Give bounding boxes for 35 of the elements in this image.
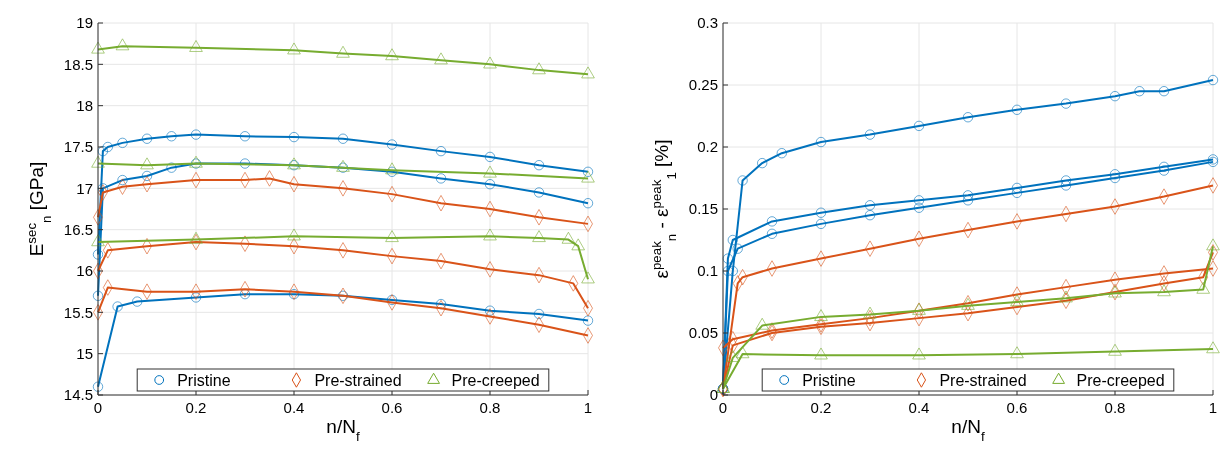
y-tick-label: 16.5 <box>63 220 93 238</box>
legend-label: Pristine <box>802 371 856 389</box>
y-tick-label: 15 <box>76 344 93 362</box>
y-tick-label: 0.1 <box>697 262 718 280</box>
legend-label: Pre-creeped <box>1076 371 1165 389</box>
y-tick-label: 0.15 <box>688 200 718 218</box>
x-tick-label: 0.8 <box>1104 399 1126 416</box>
y-tick-label: 15.5 <box>63 303 93 321</box>
x-tick-label: 0.4 <box>908 399 930 416</box>
y-tick-label: 0.3 <box>697 14 718 32</box>
y-tick-label: 17 <box>76 179 93 197</box>
x-axis-title: n/N$_{f}$ <box>951 416 985 444</box>
x-tick-label: 0.4 <box>283 399 305 416</box>
x-tick-label: 0.8 <box>479 399 501 416</box>
x-tick-label: 1 <box>1208 399 1218 416</box>
x-tick-label: 0.2 <box>185 399 207 416</box>
legend-label: Pristine <box>177 371 231 389</box>
y-tick-label: 0.25 <box>688 76 718 94</box>
legend-label: Pre-creeped <box>451 371 540 389</box>
x-tick-label: 0.6 <box>381 399 403 416</box>
x-tick-label: 0.2 <box>810 399 832 416</box>
legend-label: Pre-strained <box>939 371 1027 389</box>
legend-label: Pre-strained <box>314 371 402 389</box>
y-tick-label: 0.2 <box>697 138 718 156</box>
y-tick-label: 14.5 <box>63 386 93 404</box>
y-tick-label: 18.5 <box>63 55 93 73</box>
y-tick-label: 17.5 <box>63 138 93 156</box>
y-tick-label: 18 <box>76 96 93 114</box>
x-tick-label: 0.6 <box>1006 399 1028 416</box>
x-tick-label: 1 <box>583 399 593 416</box>
x-axis-title: n/N$_{f}$ <box>326 416 360 444</box>
y-tick-label: 0.05 <box>688 324 718 342</box>
y-tick-label: 16 <box>76 262 93 280</box>
y-tick-label: 19 <box>76 14 93 32</box>
y-tick-label: 0 <box>709 386 718 404</box>
